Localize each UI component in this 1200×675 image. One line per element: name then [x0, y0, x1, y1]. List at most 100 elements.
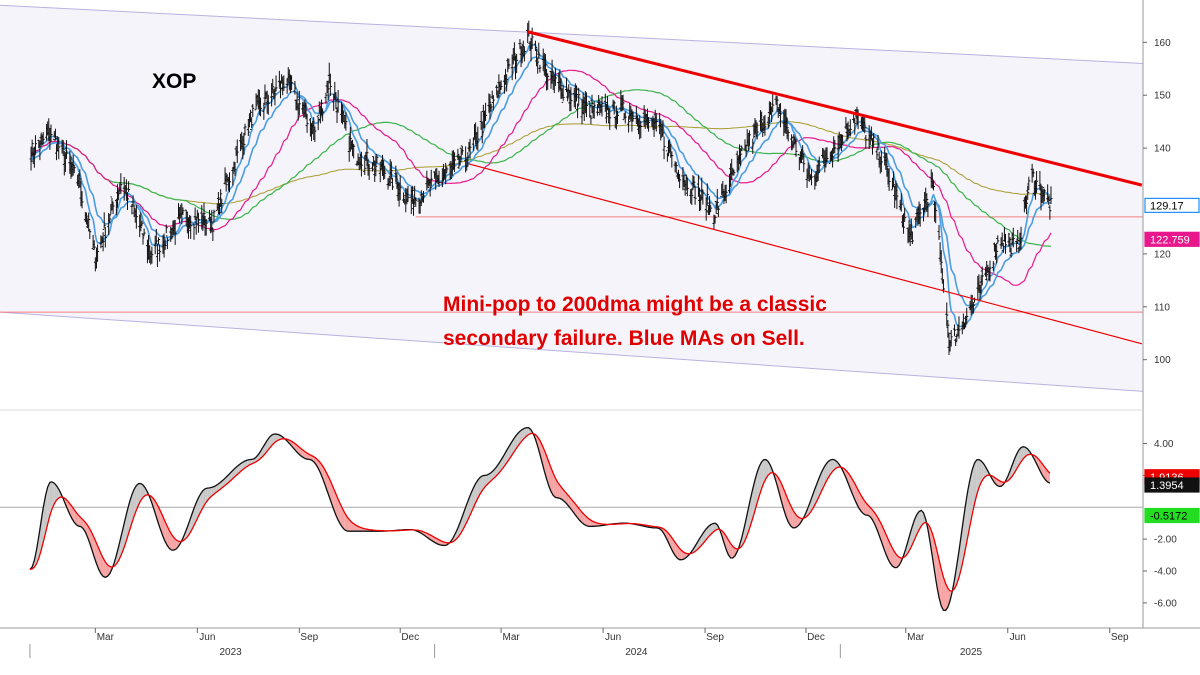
- price-tick-label: 160: [1154, 38, 1171, 49]
- price-bar: [507, 58, 511, 70]
- price-bar: [872, 133, 876, 148]
- osc-fill-segment: [1045, 467, 1048, 483]
- price-bar: [577, 87, 581, 106]
- osc-fill-segment: [668, 533, 671, 548]
- price-bar: [1048, 205, 1052, 220]
- price-bar: [352, 143, 356, 159]
- osc-fill-segment: [118, 537, 121, 561]
- osc-fill-segment: [484, 475, 487, 488]
- price-bar: [108, 214, 112, 224]
- osc-fill-segment: [47, 482, 50, 524]
- price-bar: [158, 244, 162, 262]
- price-bar: [831, 148, 835, 168]
- osc-fill-segment: [792, 509, 795, 528]
- osc-fill-segment: [932, 533, 935, 572]
- osc-fill-segment: [1025, 447, 1028, 457]
- osc-fill-segment: [779, 479, 782, 502]
- price-bar: [841, 134, 845, 148]
- price-bar: [771, 92, 775, 113]
- osc-fill-segment: [480, 475, 483, 495]
- osc-fill-segment: [515, 433, 518, 450]
- price-bar: [775, 96, 779, 111]
- price-bar: [334, 92, 338, 110]
- osc-fill-segment: [238, 463, 241, 474]
- osc-fill-segment: [941, 568, 944, 611]
- price-bar: [755, 122, 759, 140]
- price-bar: [971, 302, 975, 314]
- osc-fill-segment: [526, 427, 529, 437]
- price-bar: [709, 204, 713, 213]
- osc-fill-segment: [80, 517, 84, 529]
- price-bar: [305, 113, 309, 133]
- price-bar: [102, 212, 106, 231]
- price-bar: [953, 324, 957, 337]
- price-bar: [744, 144, 748, 157]
- osc-tick-label: -6.00: [1154, 598, 1177, 609]
- price-bar: [596, 103, 600, 116]
- osc-fill-segment: [187, 520, 190, 537]
- price-bar: [995, 242, 999, 264]
- osc-fill-segment: [788, 500, 791, 526]
- price-bar: [398, 175, 402, 201]
- osc-fill-segment: [896, 555, 900, 568]
- price-bar: [533, 40, 537, 51]
- price-bar: [996, 235, 1000, 244]
- osc-fill-segment: [96, 543, 99, 570]
- price-bar: [233, 162, 237, 176]
- osc-fill-segment: [205, 488, 208, 504]
- price-bar: [150, 246, 154, 264]
- price-bar: [271, 78, 275, 93]
- month-label: Jun: [1010, 632, 1026, 643]
- osc-fill-segment: [154, 499, 157, 517]
- price-bar: [751, 138, 755, 154]
- price-bar: [761, 122, 765, 138]
- osc-fill-segment: [313, 456, 316, 465]
- osc-fill-segment: [340, 504, 343, 528]
- price-bar: [957, 316, 961, 339]
- channel-upper-line: [0, 4, 1144, 64]
- price-bar: [173, 219, 177, 245]
- price-bar: [468, 138, 472, 159]
- price-bar: [274, 75, 278, 92]
- price-bar: [623, 111, 627, 124]
- price-bar: [33, 135, 37, 154]
- price-bar: [142, 228, 146, 239]
- osc-fill-segment: [127, 501, 130, 538]
- price-bar: [220, 198, 224, 214]
- price-bar: [246, 119, 250, 137]
- month-label: Dec: [401, 632, 419, 643]
- osc-fill-segment: [919, 510, 922, 530]
- price-bar: [802, 153, 806, 173]
- price-bar: [739, 148, 743, 166]
- osc-fill-segment: [978, 459, 982, 488]
- osc-fill-segment: [134, 485, 137, 517]
- price-bar: [763, 114, 767, 136]
- osc-fill-segment: [103, 557, 106, 578]
- osc-fill-segment: [754, 472, 758, 511]
- price-bar: [456, 148, 460, 160]
- price-bar: [464, 146, 468, 173]
- price-bar: [546, 73, 550, 90]
- osc-fill-segment: [233, 467, 237, 478]
- osc-fill-segment: [78, 515, 81, 527]
- price-bar: [437, 170, 441, 188]
- price-bar: [685, 178, 689, 197]
- price-bar: [163, 239, 167, 250]
- osc-fill-segment: [276, 434, 279, 442]
- price-bar: [458, 155, 462, 166]
- price-bar: [1000, 232, 1004, 247]
- price-bar: [727, 173, 731, 194]
- osc-fill-segment: [945, 583, 948, 611]
- price-bar: [515, 53, 519, 74]
- osc-fill-segment: [677, 545, 680, 560]
- price-bar: [946, 320, 950, 338]
- price-bar: [693, 186, 697, 205]
- osc-fill-segment: [198, 493, 201, 517]
- osc-fill-segment: [1047, 470, 1050, 484]
- price-bar: [293, 80, 297, 95]
- price-bar: [647, 117, 651, 132]
- osc-fill-segment: [732, 546, 736, 558]
- price-bar: [569, 86, 573, 112]
- price-bar: [810, 169, 814, 186]
